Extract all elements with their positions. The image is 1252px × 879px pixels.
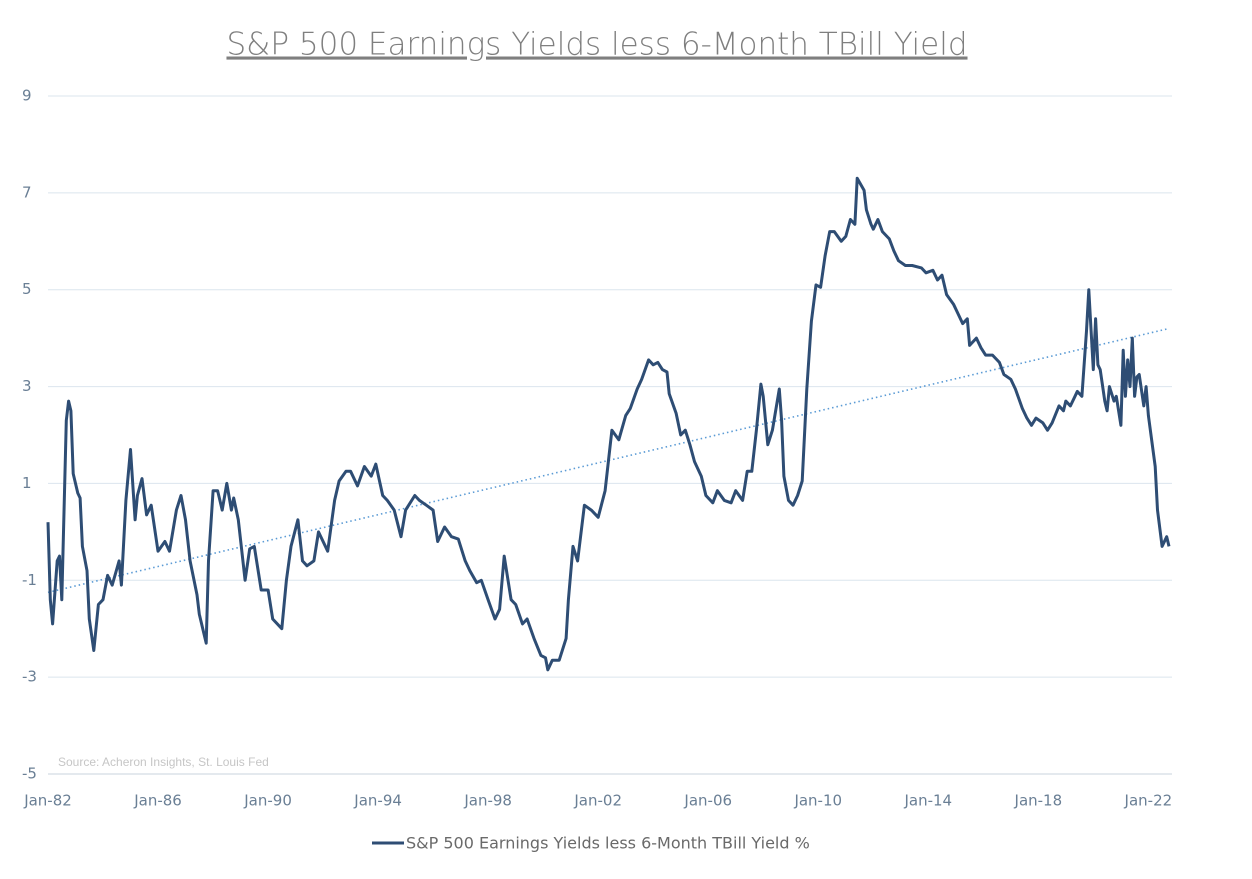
y-tick-label: -5 [22, 765, 37, 783]
x-tick-label: Jan-22 [1124, 792, 1173, 810]
x-tick-label: Jan-02 [573, 792, 622, 810]
y-tick-label: 5 [22, 280, 32, 298]
x-tick-label: Jan-82 [23, 792, 72, 810]
y-tick-label: -1 [22, 571, 37, 589]
x-tick-label: Jan-90 [243, 792, 292, 810]
x-tick-label: Jan-94 [353, 792, 402, 810]
y-tick-label: 1 [22, 474, 32, 492]
x-tick-label: Jan-06 [683, 792, 732, 810]
source-note: Source: Acheron Insights, St. Louis Fed [58, 755, 269, 769]
legend-label: S&P 500 Earnings Yields less 6-Month TBi… [406, 834, 810, 853]
y-tick-label: 3 [22, 377, 32, 395]
y-tick-label: -3 [22, 668, 37, 686]
y-tick-label: 9 [22, 87, 32, 105]
data-line [46, 176, 1171, 672]
x-tick-label: Jan-86 [133, 792, 182, 810]
x-tick-label: Jan-10 [793, 792, 842, 810]
x-tick-label: Jan-18 [1014, 792, 1063, 810]
chart-title: S&P 500 Earnings Yields less 6-Month TBi… [226, 27, 967, 63]
y-tick-label: 7 [22, 183, 32, 201]
x-tick-label: Jan-14 [903, 792, 952, 810]
x-tick-label: Jan-98 [463, 792, 512, 810]
trend-line [47, 327, 1170, 594]
